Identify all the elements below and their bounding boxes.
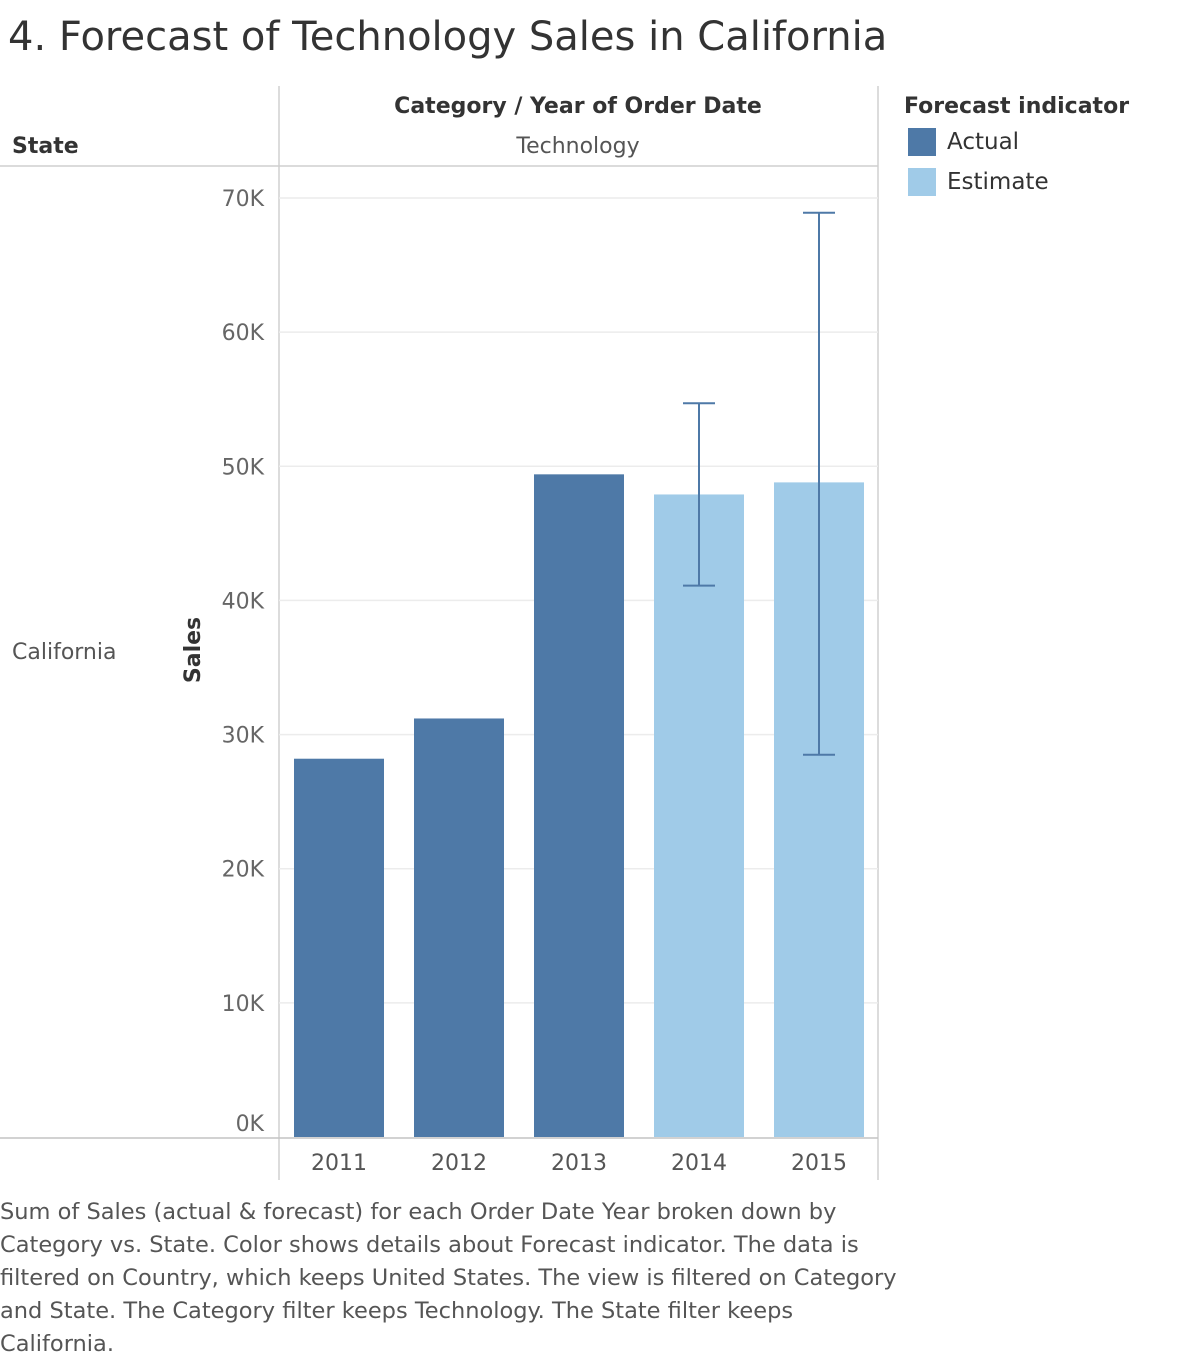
legend-swatch-estimate <box>908 168 936 196</box>
error-bars <box>683 211 835 756</box>
x-axis-tick-labels: 2011 2012 2013 2014 2015 <box>311 1151 847 1176</box>
bar-2011[interactable] <box>294 758 384 1137</box>
legend-item-actual[interactable]: Actual <box>908 128 1019 156</box>
y-tick-label: 10K <box>222 992 265 1017</box>
legend-label-estimate: Estimate <box>947 169 1049 195</box>
bar-2012[interactable] <box>414 718 504 1137</box>
chart-caption: Sum of Sales (actual & forecast) for eac… <box>0 1199 897 1357</box>
row-header-state: State <box>12 134 79 159</box>
x-tick-label: 2014 <box>671 1151 727 1176</box>
bars <box>294 474 864 1138</box>
x-tick-label: 2012 <box>431 1151 487 1176</box>
y-tick-label: 20K <box>222 858 265 883</box>
category-header-technology: Technology <box>516 134 640 159</box>
legend-item-estimate[interactable]: Estimate <box>908 168 1049 196</box>
y-tick-label: 40K <box>222 589 265 614</box>
y-axis-label: Sales <box>181 617 206 683</box>
y-tick-label: 0K <box>236 1112 265 1137</box>
legend-title: Forecast indicator <box>904 94 1130 119</box>
row-value-california: California <box>12 640 117 665</box>
error-bar-2015 <box>803 211 835 756</box>
x-tick-label: 2011 <box>311 1151 367 1176</box>
y-tick-label: 60K <box>222 321 265 346</box>
y-tick-label: 70K <box>222 187 265 212</box>
legend-swatch-actual <box>908 128 936 156</box>
column-header: Category / Year of Order Date <box>394 94 762 119</box>
bar-2014[interactable] <box>654 494 744 1138</box>
bar-2013[interactable] <box>534 474 624 1137</box>
x-tick-label: 2015 <box>791 1151 847 1176</box>
error-bar-2014 <box>683 402 715 587</box>
y-tick-label: 30K <box>222 724 265 749</box>
chart-title: 4. Forecast of Technology Sales in Calif… <box>8 14 888 60</box>
y-axis-ticks: 0K 10K 20K 30K 40K 50K 60K 70K <box>222 187 265 1137</box>
x-tick-label: 2013 <box>551 1151 607 1176</box>
y-tick-label: 50K <box>222 455 265 480</box>
legend-label-actual: Actual <box>947 129 1020 155</box>
